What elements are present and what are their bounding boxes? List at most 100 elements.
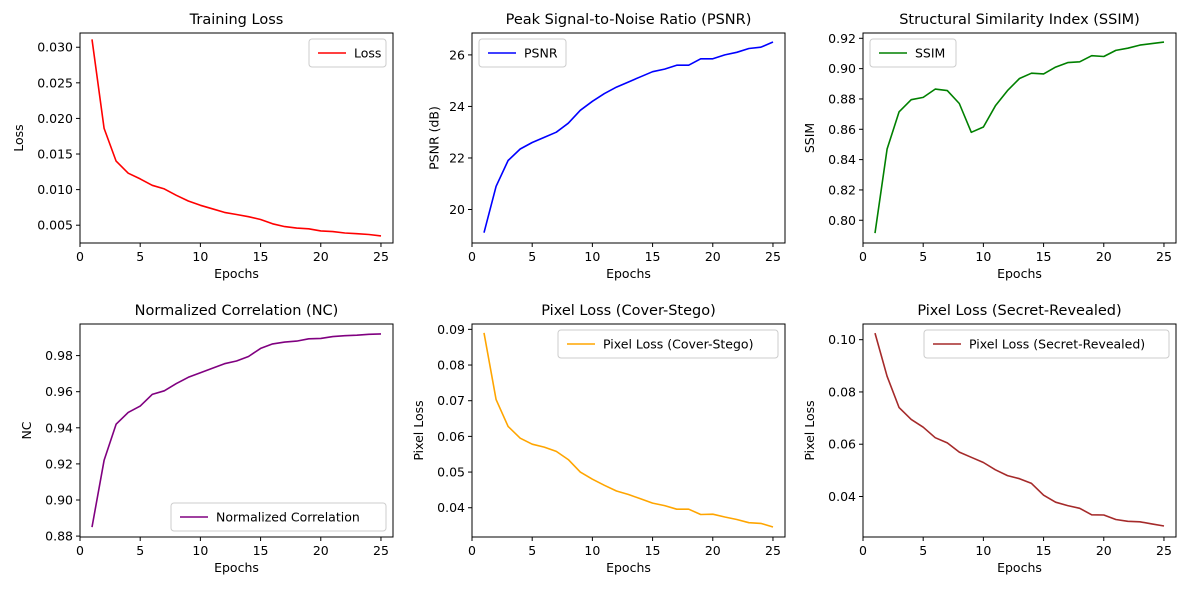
x-tick-label: 20	[1096, 249, 1112, 264]
subplot-4: Normalized Correlation (NC) 0 5 10 15 20 25 0.8…	[19, 303, 394, 575]
x-tick-label: 15	[253, 249, 269, 264]
y-tick-label: 0.020	[37, 111, 73, 126]
chart-title: Normalized Correlation (NC)	[135, 303, 339, 319]
y-tick-label: 0.96	[45, 384, 73, 399]
legend-label: PSNR	[524, 46, 558, 61]
y-tick-label: 0.025	[37, 75, 73, 90]
x-axis-label: Epochs	[606, 560, 651, 575]
y-tick-label: 0.06	[828, 437, 856, 452]
x-tick-label: 15	[645, 543, 661, 558]
y-tick-label: 0.09	[437, 322, 465, 337]
x-tick-label: 5	[528, 543, 536, 558]
legend: Normalized Correlation	[170, 502, 387, 532]
y-tick-label: 0.08	[437, 358, 465, 373]
series-line	[874, 41, 1165, 234]
series-line	[91, 333, 382, 528]
subplot-2: Peak Signal-to-Noise Ratio (PSNR) 0 5 10 15 2…	[426, 12, 786, 281]
series-line	[874, 332, 1165, 527]
legend: PSNR	[478, 38, 567, 68]
legend: Pixel Loss (Secret-Revealed)	[923, 329, 1170, 359]
legend: Loss	[308, 38, 387, 68]
legend: SSIM	[869, 38, 957, 68]
legend-box	[170, 502, 387, 532]
x-tick-label: 20	[705, 543, 721, 558]
axes-frame	[79, 32, 394, 244]
x-tick-label: 20	[313, 249, 329, 264]
x-tick-label: 25	[373, 543, 389, 558]
y-tick-label: 0.84	[828, 152, 856, 167]
x-tick-label: 25	[1156, 249, 1172, 264]
chart-title: Training Loss	[189, 12, 284, 28]
x-tick-label: 20	[313, 543, 329, 558]
series-line	[483, 332, 774, 528]
y-axis-label: Pixel Loss	[802, 400, 817, 460]
x-tick-label: 0	[468, 249, 476, 264]
x-tick-label: 15	[253, 543, 269, 558]
y-tick-label: 0.05	[437, 465, 465, 480]
y-tick-label: 0.92	[45, 456, 73, 471]
legend-label: Pixel Loss (Cover-Stego)	[603, 337, 753, 352]
x-tick-label: 10	[192, 249, 208, 264]
x-tick-label: 0	[76, 543, 84, 558]
y-tick-label: 0.88	[45, 529, 73, 544]
x-axis-label: Epochs	[997, 266, 1042, 281]
y-tick-label: 20	[449, 202, 465, 217]
legend-box	[308, 38, 387, 68]
y-tick-label: 0.86	[828, 122, 856, 137]
x-axis-label: Epochs	[214, 560, 259, 575]
y-tick-label: 0.90	[828, 61, 856, 76]
x-tick-label: 5	[136, 543, 144, 558]
axes-frame	[862, 323, 1177, 538]
chart-title: Structural Similarity Index (SSIM)	[899, 12, 1140, 28]
chart-title: Pixel Loss (Secret-Revealed)	[917, 303, 1121, 319]
y-tick-label: 26	[449, 47, 465, 62]
x-tick-label: 15	[1036, 249, 1052, 264]
y-tick-label: 0.030	[37, 40, 73, 55]
x-tick-label: 20	[1096, 543, 1112, 558]
x-tick-label: 25	[765, 543, 781, 558]
legend-label: Normalized Correlation	[216, 510, 360, 525]
x-tick-label: 10	[192, 543, 208, 558]
legend-label: Pixel Loss (Secret-Revealed)	[969, 337, 1145, 352]
y-axis-label: PSNR (dB)	[426, 106, 441, 170]
axes-frame	[79, 323, 394, 538]
y-tick-label: 24	[449, 99, 465, 114]
x-tick-label: 25	[1156, 543, 1172, 558]
x-tick-label: 15	[1036, 543, 1052, 558]
y-tick-label: 0.04	[437, 500, 465, 515]
x-tick-label: 25	[765, 249, 781, 264]
legend-box	[923, 329, 1170, 359]
y-tick-label: 0.015	[37, 147, 73, 162]
y-tick-label: 0.90	[45, 492, 73, 507]
y-tick-label: 22	[449, 150, 465, 165]
y-axis-label: SSIM	[802, 123, 817, 153]
axes-frame	[471, 32, 786, 244]
y-tick-label: 0.98	[45, 348, 73, 363]
subplot-6: Pixel Loss (Secret-Revealed) 0 5 10 15 20 25 0.…	[802, 303, 1177, 575]
y-axis-label: Loss	[11, 124, 26, 151]
y-tick-label: 0.82	[828, 182, 856, 197]
chart-title: Peak Signal-to-Noise Ratio (PSNR)	[506, 12, 752, 28]
x-tick-label: 20	[705, 249, 721, 264]
y-tick-label: 0.10	[828, 332, 856, 347]
legend: Pixel Loss (Cover-Stego)	[557, 329, 779, 359]
subplot-5: Pixel Loss (Cover-Stego) 0 5 10 15 20 25 0.04 0.…	[411, 303, 786, 575]
y-tick-label: 0.92	[828, 31, 856, 46]
x-tick-label: 5	[136, 249, 144, 264]
x-tick-label: 0	[859, 249, 867, 264]
x-tick-label: 5	[919, 543, 927, 558]
x-tick-label: 10	[584, 249, 600, 264]
y-tick-label: 0.06	[437, 429, 465, 444]
legend-label: SSIM	[915, 46, 945, 61]
y-tick-label: 0.07	[437, 393, 465, 408]
y-tick-label: 0.94	[45, 420, 73, 435]
y-tick-label: 0.010	[37, 182, 73, 197]
x-tick-label: 0	[859, 543, 867, 558]
y-tick-label: 0.005	[37, 218, 73, 233]
x-tick-label: 0	[468, 543, 476, 558]
legend-box	[557, 329, 779, 359]
series-line	[483, 41, 774, 233]
axes-frame	[862, 32, 1177, 244]
legend-box	[478, 38, 567, 68]
